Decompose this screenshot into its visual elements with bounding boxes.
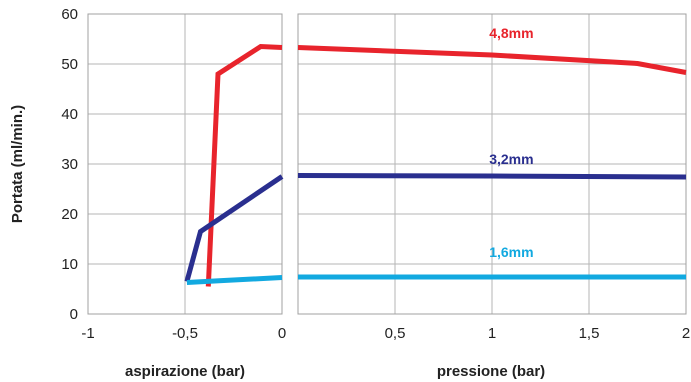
series-label-4-8mm: 4,8mm	[489, 25, 533, 41]
plot-frame-aspirazione	[87, 13, 283, 315]
series-labels: 4,8mm 3,2mm 1,6mm	[489, 25, 533, 260]
x-axis-title-aspirazione: aspirazione (bar)	[125, 363, 245, 380]
y-tick-label: 30	[61, 156, 78, 173]
y-tick-label: 20	[61, 206, 78, 223]
x-tick-label: -1	[81, 325, 94, 342]
series-line-1-6mm-aspirazione	[186, 275, 283, 285]
series-line-3-2mm-pressione	[297, 173, 687, 180]
y-tick-label: 40	[61, 106, 78, 123]
x-tick-label: -0,5	[172, 325, 198, 342]
series-line-4-8mm-aspirazione	[205, 43, 283, 287]
y-tick-label: 10	[61, 256, 78, 273]
x-tick-label: 0,5	[385, 325, 406, 342]
series-label-3-2mm: 3,2mm	[489, 151, 533, 167]
x-tick-label: 1	[488, 325, 496, 342]
y-tick-label: 0	[70, 306, 78, 323]
plot-frames	[87, 13, 687, 315]
x-axis-title-pressione: pressione (bar)	[437, 363, 545, 380]
series-lines	[184, 43, 687, 287]
x-tick-label: 2	[682, 325, 690, 342]
tick-labels: 0 10 20 30 40 50 60 -1 -0,5 0 0,5 1 1,5 2	[61, 6, 690, 342]
series-line-3-2mm-aspirazione	[184, 174, 284, 283]
y-tick-label: 60	[61, 6, 78, 23]
x-tick-label: 0	[278, 325, 286, 342]
series-label-1-6mm: 1,6mm	[489, 244, 533, 260]
series-line-4-8mm-pressione	[297, 45, 687, 75]
y-tick-label: 50	[61, 56, 78, 73]
axis-titles: Portata (ml/min.) aspirazione (bar) pres…	[9, 105, 545, 380]
y-axis-title: Portata (ml/min.)	[9, 105, 26, 223]
x-tick-label: 1,5	[579, 325, 600, 342]
plot-frame-pressione	[297, 13, 687, 315]
